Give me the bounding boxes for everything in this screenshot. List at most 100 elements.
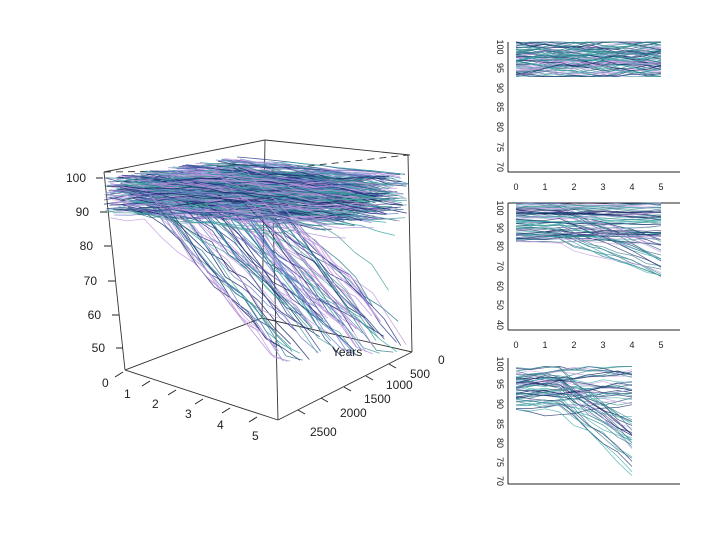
panel-series-line — [515, 62, 662, 75]
panel-series-line — [515, 57, 662, 66]
main-series-line — [134, 212, 303, 361]
panel-3-y-tick-label: 80 — [495, 438, 505, 448]
box-edge-back-top-left — [103, 139, 266, 173]
panel-series-line — [515, 390, 633, 441]
panel-2-y-tick-label: 40 — [495, 320, 505, 330]
panel-series-line — [515, 223, 662, 262]
panel-series-line — [515, 400, 633, 459]
main-series-line — [125, 177, 294, 189]
panel-2-y-tick-label: 60 — [495, 281, 505, 291]
z-tick-label: 90 — [76, 205, 90, 219]
x-tick-label: 4 — [217, 418, 224, 432]
main-series-lines — [103, 156, 409, 362]
main-series-line — [236, 161, 405, 175]
x-tick-mark-5 — [248, 416, 258, 423]
main-series-line — [113, 208, 282, 348]
box-edge-back-top-right — [264, 139, 411, 156]
z-tick-label: 60 — [88, 308, 102, 322]
main-series-line — [207, 164, 376, 185]
main-series-line — [201, 190, 370, 205]
panel-series-line — [515, 235, 662, 276]
main-series-line — [120, 187, 289, 206]
main-series-line — [216, 179, 385, 207]
panel-series-line — [515, 208, 662, 214]
x-tick-label: 2 — [152, 397, 159, 411]
x-axis-title: Years — [332, 345, 362, 359]
panel-series-line — [515, 41, 661, 54]
panel-3-y-ticks: 100 95 90 85 80 75 70 — [495, 356, 505, 486]
panel-series-line — [515, 232, 662, 240]
panel-series-line — [515, 41, 662, 49]
panel-1-y-ticks: 100 95 90 85 80 75 70 — [495, 39, 505, 172]
main-series-line — [165, 198, 335, 210]
panel-series-line — [515, 52, 662, 61]
x-tick-label: 5 — [252, 429, 259, 443]
panel-series-line — [515, 67, 662, 78]
floor-edge-back-left — [124, 317, 263, 371]
panel-2-y-tick-label: 80 — [495, 241, 505, 251]
panel-series-line — [515, 238, 662, 277]
panel-1-y-tick-label: 100 — [495, 39, 505, 54]
panel-3-y-tick-label: 90 — [495, 399, 505, 409]
panel-3-series-lines — [515, 366, 633, 476]
panel-series-line — [515, 213, 662, 218]
main-series-line — [129, 190, 299, 201]
panel-1-y-tick-label: 80 — [495, 122, 505, 132]
panel-series-line — [515, 382, 633, 395]
panel-3-y-tick-label: 75 — [495, 457, 505, 467]
main-series-line — [233, 167, 402, 183]
panel-series-line — [515, 402, 633, 418]
main-series-line — [205, 201, 374, 229]
main-3d-chart: 100 90 80 70 60 50 0 1 2 3 4 5 — [66, 139, 445, 443]
panel-series-line — [515, 384, 633, 395]
panel-series-line — [515, 394, 633, 400]
main-series-line — [183, 171, 353, 301]
panel-1-series-lines — [515, 41, 662, 78]
z-tick-label: 100 — [66, 171, 86, 185]
panel-series-line — [515, 370, 633, 379]
main-series-line — [112, 212, 281, 230]
main-series-line — [157, 194, 326, 209]
main-series-line — [232, 160, 401, 178]
panel-series-line — [515, 202, 662, 206]
panel-series-line — [515, 45, 662, 57]
x-tick-mark-4 — [221, 407, 231, 414]
panel-series-line — [515, 404, 633, 467]
main-series-line — [212, 170, 382, 323]
floor-edge-front-right — [277, 351, 413, 421]
panel-2-y-tick-label: 90 — [495, 223, 505, 233]
main-series-line — [128, 204, 298, 223]
panel-2-chart: 100 90 80 70 60 50 40 0 1 2 3 4 5 — [495, 200, 680, 350]
main-series-line — [158, 194, 327, 226]
panel-2-x-tick-label: 2 — [571, 340, 576, 350]
panel-series-line — [515, 384, 633, 392]
panel-series-line — [515, 231, 662, 238]
y-axis: 0 500 1000 1500 2000 2500 — [297, 353, 445, 439]
main-series-line — [212, 171, 381, 187]
main-series-line — [163, 170, 332, 185]
panel-series-line — [515, 57, 662, 67]
y-tick-label: 1500 — [364, 392, 391, 406]
panel-series-line — [515, 383, 633, 433]
main-series-line — [147, 172, 316, 189]
main-series-line — [119, 207, 288, 362]
main-series-line — [215, 159, 384, 181]
box-edge-right-vertical — [407, 154, 413, 353]
panel-2-y-ticks: 100 90 80 70 60 50 40 — [495, 200, 505, 330]
panel-series-line — [515, 225, 662, 230]
main-series-line — [106, 185, 275, 201]
x-axis: 0 1 2 3 4 5 — [102, 371, 259, 443]
panel-2-y-tick-label: 70 — [495, 261, 505, 271]
main-series-line — [153, 210, 323, 227]
panel-2-x-tick-label: 5 — [658, 340, 663, 350]
z-tick-label: 50 — [92, 341, 106, 355]
panel-1-x-tick-label: 1 — [542, 182, 547, 192]
panel-series-line — [515, 395, 633, 462]
x-tick-label: 3 — [185, 407, 192, 421]
main-series-line — [220, 171, 389, 193]
panel-1-x-tick-label: 0 — [513, 182, 518, 192]
panel-series-line — [515, 401, 633, 458]
y-tick-mark-500 — [388, 363, 397, 369]
panel-2-series-lines — [515, 202, 662, 277]
main-series-line — [131, 197, 301, 361]
